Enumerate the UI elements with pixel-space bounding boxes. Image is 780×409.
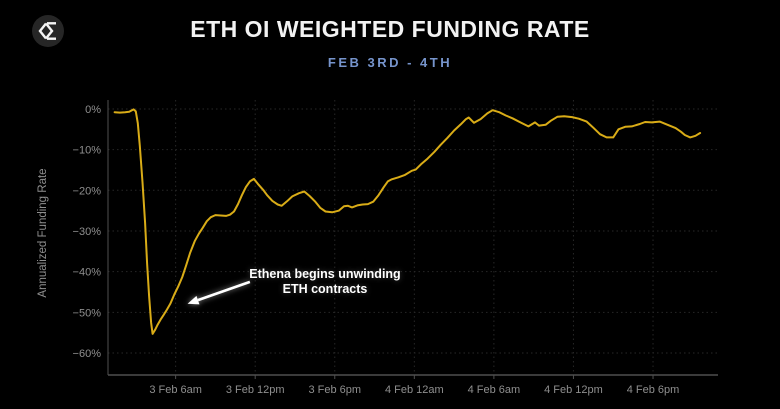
annotation-line-2: ETH contracts [282,282,368,296]
x-tick-label: 3 Feb 12pm [226,384,285,396]
x-tick-label: 4 Feb 6am [468,384,521,396]
arrow-shaft [197,280,251,302]
x-tick-label: 3 Feb 6pm [308,384,361,396]
arrow-head [187,295,200,305]
chart-title: ETH OI WEIGHTED FUNDING RATE [190,16,590,42]
y-tick-label: −40% [73,267,102,279]
annotation-arrow [187,280,251,305]
y-tick-label: −10% [73,145,102,157]
y-tick-label: −30% [73,226,102,238]
logo-badge [32,15,64,47]
y-tick-label: 0% [85,104,101,116]
y-tick-label: −60% [73,348,102,360]
x-tick-label: 4 Feb 12pm [544,384,603,396]
x-tick-label: 4 Feb 6pm [627,384,680,396]
funding-rate-line [113,108,702,335]
x-tick-label: 3 Feb 6am [149,384,202,396]
sigma-diamond-logo-icon [38,22,56,40]
y-tick-label: −20% [73,185,102,197]
x-tick-label: 4 Feb 12am [385,384,444,396]
chart-subtitle: FEB 3RD - 4TH [327,55,453,70]
annotation-line-1: Ethena begins unwinding [249,267,401,281]
y-tick-label: −50% [73,307,102,319]
annotation-label: Ethena begins unwinding ETH contracts [225,267,425,297]
